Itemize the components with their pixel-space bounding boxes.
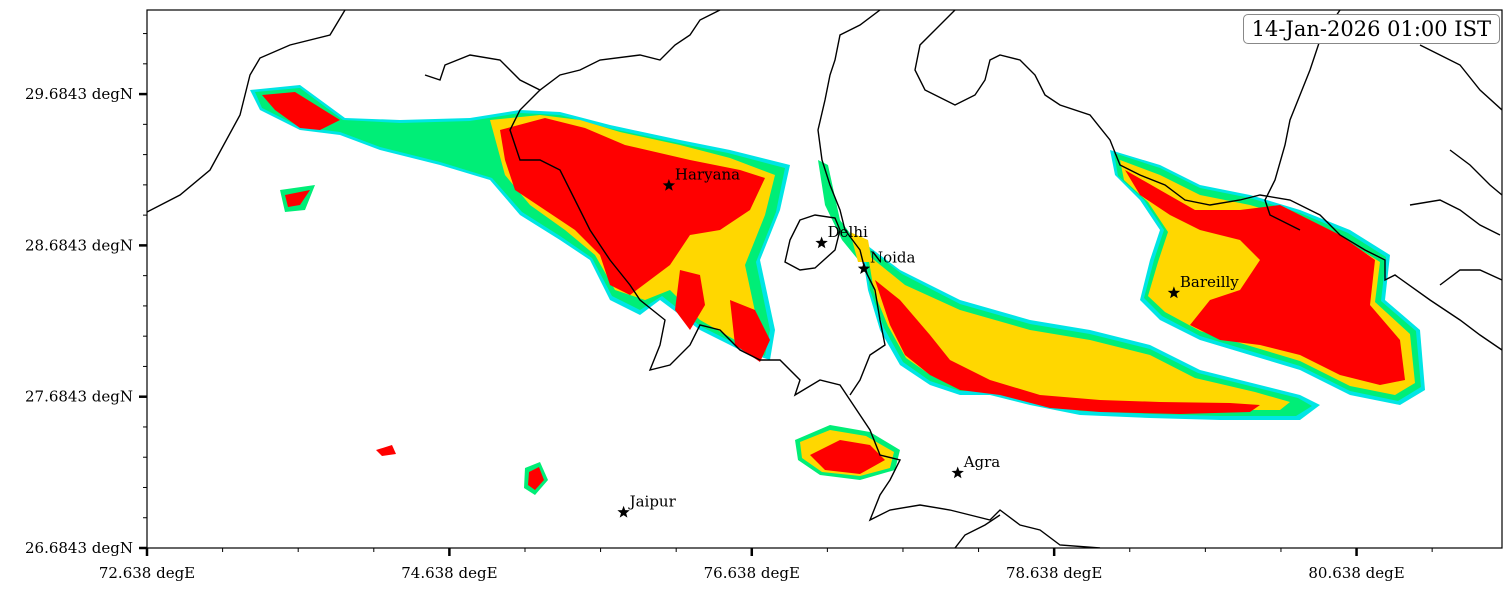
boundary-line [1449,149,1502,196]
fog-region-small-sw-red [528,467,544,490]
city-star-icon [617,505,630,518]
boundaries-layer [147,10,1502,548]
boundary-line [914,10,1502,351]
y-tick-label: 29.6843 degN [25,85,133,103]
boundary-line [1439,269,1502,286]
city-label: Jaipur [628,492,677,510]
x-tick-label: 80.638 degE [1308,564,1404,582]
fog-region-west-red [500,118,765,295]
fog-region-punjab-red-3 [285,190,310,207]
plot-frame [146,9,1503,549]
fog-region-delhi-strip-yellow [850,232,872,262]
x-tick-label: 72.638 degE [99,564,195,582]
fog-layer [250,85,1425,495]
y-tick-label: 28.6843 degN [25,236,133,254]
y-axis: 29.6843 degN 28.6843 degN 27.6843 degN 26.6… [25,33,147,557]
city-label: Agra [963,453,1001,471]
x-tick-label: 74.638 degE [401,564,497,582]
y-tick-label: 26.6843 degN [25,539,133,557]
city-star-icon [951,466,964,479]
y-tick-label: 27.6843 degN [25,388,133,406]
boundary-line [817,10,886,396]
x-tick-label: 78.638 degE [1006,564,1102,582]
x-tick-label: 76.638 degE [704,564,800,582]
fog-region-small-w [376,445,396,456]
boundary-line [954,514,1001,548]
boundary-line [1419,44,1502,111]
x-axis: 72.638 degE 74.638 degE 76.638 degE 78.638 … [99,548,1433,582]
boundary-line [424,10,721,91]
boundary-line [784,214,841,271]
boundary-line [1264,10,1341,231]
city-label: Bareilly [1180,273,1239,291]
fog-region-punjab-red [262,92,340,130]
city-label: Delhi [828,223,868,241]
fog-region-east-red [1125,170,1405,385]
boundary-line [147,10,346,213]
fog-region-haryana-red-lobe [675,270,705,330]
fog-region-central-red [875,280,1260,414]
city-star-icon [857,262,871,274]
city-star-icon [662,179,676,191]
boundary-line [509,89,1101,548]
city-star-icon [1167,286,1181,299]
timestamp-label: 14-Jan-2026 01:00 IST [1242,14,1500,44]
city-label: Haryana [675,166,740,184]
boundary-line [1409,199,1501,236]
fog-region-delhi-strip [818,160,870,262]
fog-region-south-red [810,440,885,474]
fog-region-rajasthan-red-lobe [730,300,770,362]
city-star-icon [815,236,828,249]
fog-region-central-yellow [868,255,1290,410]
city-label: Noida [870,249,916,267]
